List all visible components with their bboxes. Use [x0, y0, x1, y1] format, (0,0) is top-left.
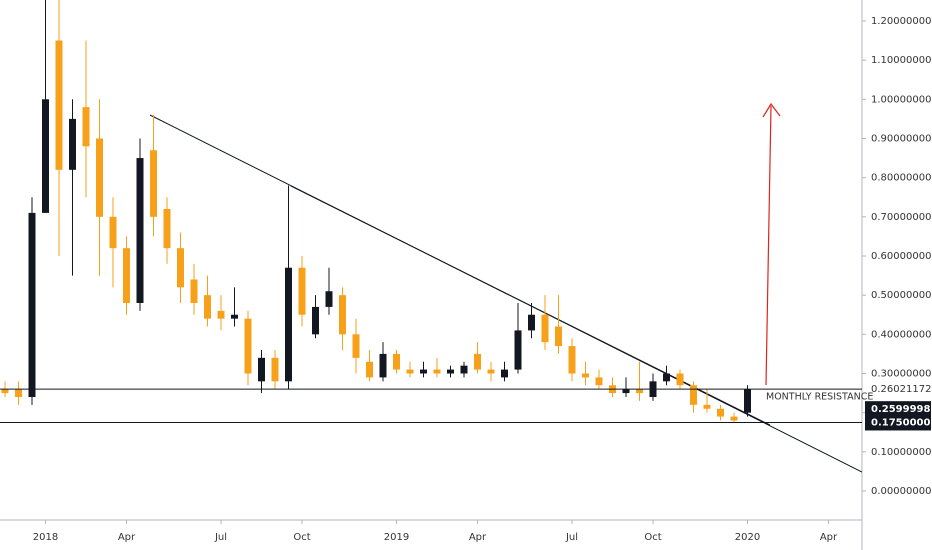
candle-body: [312, 306, 319, 335]
y-tick-label: 0.50000000: [871, 290, 931, 301]
candle-body: [514, 330, 522, 370]
candle-body: [69, 118, 76, 170]
plot-area: [1, 0, 862, 473]
candle-body: [528, 314, 535, 331]
candle-body: [730, 416, 738, 421]
candle-body: [447, 369, 454, 374]
candle-body: [163, 208, 171, 249]
candle-body: [622, 389, 630, 394]
candle-body: [636, 389, 643, 394]
y-tick-label: 0.70000000: [871, 212, 931, 223]
candle-body: [420, 369, 427, 374]
candle-body: [82, 107, 90, 147]
candle-body: [676, 373, 684, 386]
candle-body: [42, 99, 49, 213]
candle-body: [690, 385, 697, 405]
trendline: [290, 185, 771, 426]
candle-body: [271, 357, 279, 382]
y-tick-label: 1.10000000: [871, 55, 931, 66]
last-price-label: 0.25999981: [871, 404, 932, 415]
x-tick-label: Jul: [565, 532, 578, 543]
candle-body: [28, 212, 36, 398]
candle-body: [352, 334, 360, 358]
candle-body: [136, 158, 144, 303]
x-tick-label: Oct: [644, 532, 661, 543]
candle-body: [204, 295, 211, 319]
candle-body: [217, 310, 225, 319]
x-tick-label: 2020: [735, 532, 760, 543]
y-tick-label: 1.20000000: [871, 16, 931, 27]
candle-body: [717, 408, 724, 417]
y-tick-label: 0.40000000: [871, 329, 931, 340]
y-tick-label: 0.90000000: [871, 133, 931, 144]
last-price-tag: [865, 401, 931, 418]
candle-body: [595, 377, 603, 386]
arrow-head: [762, 102, 781, 118]
candle-body: [379, 353, 387, 378]
candle-body: [96, 138, 103, 217]
candle-body: [244, 318, 252, 374]
candle-body: [433, 369, 441, 374]
candle-body: [582, 373, 589, 378]
x-tick-label: Apr: [820, 532, 838, 543]
y-tick-label: 0.00000000: [871, 486, 931, 497]
candle-body: [55, 40, 63, 170]
candle-body: [1, 389, 9, 394]
y-tick-label: 0.60000000: [871, 251, 931, 262]
arrow: [765, 105, 772, 386]
resistance-label: 0.26021172: [871, 384, 931, 395]
candle-body: [663, 373, 670, 382]
candle-body: [150, 150, 157, 217]
annotation: MONTHLY RESISTANCE: [766, 392, 873, 403]
y-tick-label: 0.80000000: [871, 173, 931, 184]
y-tick-label: 0.30000000: [871, 368, 931, 379]
candle-body: [501, 369, 508, 378]
x-tick-label: 2019: [384, 532, 409, 543]
y-tick-label: 0.10000000: [871, 447, 931, 458]
x-tick-label: Apr: [118, 532, 136, 543]
candle-body: [487, 369, 495, 374]
x-tick-label: Jul: [214, 532, 227, 543]
support-tag: [865, 414, 931, 431]
x-tick-label: 2018: [33, 532, 58, 543]
candle-body: [325, 291, 333, 307]
candle-body: [177, 248, 184, 288]
candle-body: [393, 353, 400, 370]
candle-body: [541, 314, 549, 343]
candle-body: [366, 361, 373, 378]
candle-body: [474, 353, 481, 370]
candle-body: [339, 295, 346, 335]
candle-body: [190, 279, 198, 303]
candle-body: [460, 365, 468, 374]
candle-body: [231, 314, 238, 319]
candle-body: [703, 404, 711, 409]
candle-body: [123, 248, 130, 303]
candle-body: [555, 326, 562, 347]
y-tick-label: 1.00000000: [871, 94, 931, 105]
candle-body: [258, 357, 265, 382]
candle-body: [298, 267, 306, 315]
candle-body: [568, 346, 576, 374]
candle-body: [109, 216, 117, 249]
candle-body: [15, 389, 22, 398]
x-tick-label: Oct: [293, 532, 310, 543]
candle-body: [406, 369, 414, 374]
x-tick-label: Apr: [469, 532, 487, 543]
candle-body: [285, 267, 292, 382]
candle-body: [744, 389, 751, 413]
support-label: 0.17500000: [871, 417, 932, 428]
